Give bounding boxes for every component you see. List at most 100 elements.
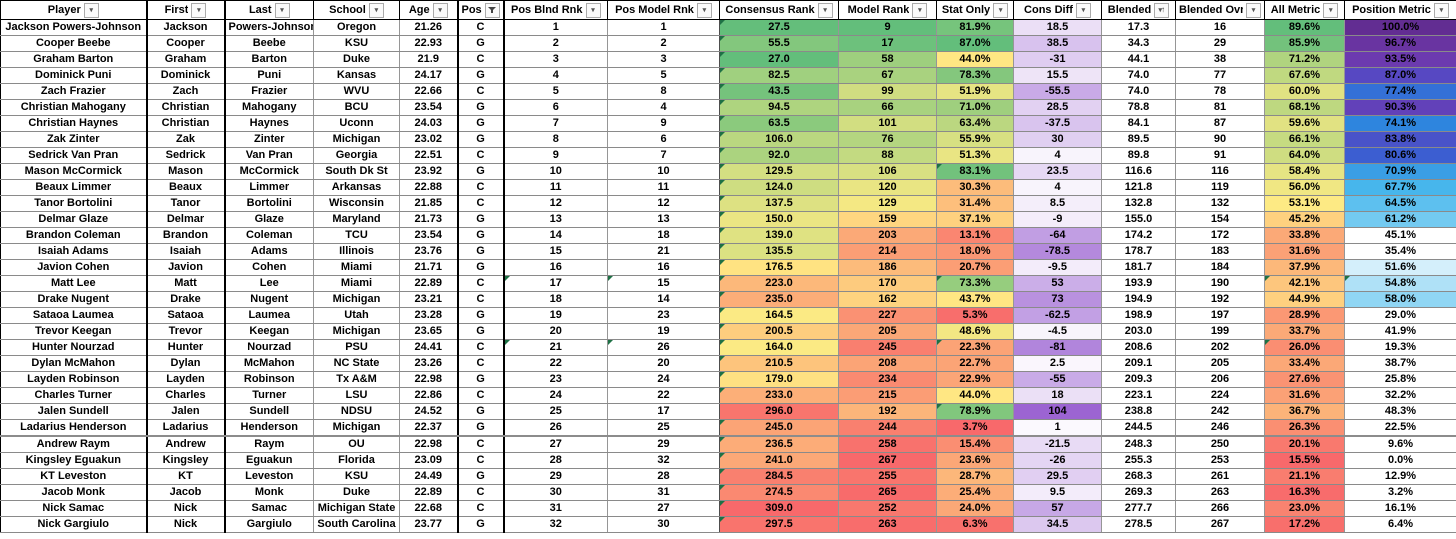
cell-pos[interactable]: G: [457, 323, 505, 340]
cell-school[interactable]: OU: [313, 436, 400, 453]
cell-pos_model_rnk[interactable]: 29: [607, 436, 720, 453]
cell-consensus_rank[interactable]: 82.5: [719, 67, 839, 84]
cell-pos[interactable]: G: [457, 211, 505, 228]
cell-position_metric[interactable]: 9.6%: [1344, 436, 1456, 453]
cell-age[interactable]: 23.28: [399, 307, 459, 324]
cell-consensus_rank[interactable]: 164.0: [719, 339, 839, 356]
cell-blended_ovr[interactable]: 253: [1175, 452, 1265, 469]
cell-pos[interactable]: C: [457, 275, 505, 292]
cell-first[interactable]: Delmar: [146, 211, 226, 228]
cell-blended_ovr[interactable]: 199: [1175, 323, 1265, 340]
cell-school[interactable]: Utah: [313, 307, 400, 324]
cell-stat_only[interactable]: 6.3%: [936, 516, 1014, 533]
cell-school[interactable]: Miami: [313, 275, 400, 292]
cell-all_metric[interactable]: 20.1%: [1264, 436, 1345, 453]
cell-age[interactable]: 23.21: [399, 291, 459, 308]
cell-school[interactable]: WVU: [313, 83, 400, 100]
cell-all_metric[interactable]: 85.9%: [1264, 35, 1345, 52]
cell-school[interactable]: TCU: [313, 227, 400, 244]
cell-age[interactable]: 23.54: [399, 227, 459, 244]
cell-blended[interactable]: 116.6: [1101, 163, 1176, 180]
cell-position_metric[interactable]: 19.3%: [1344, 339, 1456, 356]
cell-pos[interactable]: C: [457, 19, 505, 36]
cell-cons_diff[interactable]: 2.5: [1013, 355, 1102, 372]
cell-stat_only[interactable]: 55.9%: [936, 131, 1014, 148]
column-header-all_metric[interactable]: All Metric ▾: [1264, 0, 1345, 20]
cell-pos[interactable]: G: [457, 99, 505, 116]
cell-age[interactable]: 21.71: [399, 259, 459, 276]
cell-position_metric[interactable]: 87.0%: [1344, 67, 1456, 84]
cell-school[interactable]: KSU: [313, 35, 400, 52]
cell-blended[interactable]: 84.1: [1101, 115, 1176, 132]
cell-position_metric[interactable]: 41.9%: [1344, 323, 1456, 340]
cell-cons_diff[interactable]: 28.5: [1013, 99, 1102, 116]
cell-blended_ovr[interactable]: 206: [1175, 371, 1265, 388]
cell-first[interactable]: Nick: [146, 516, 226, 533]
cell-blended[interactable]: 278.5: [1101, 516, 1176, 533]
cell-player[interactable]: Mason McCormick: [0, 163, 148, 180]
cell-stat_only[interactable]: 83.1%: [936, 163, 1014, 180]
cell-blended[interactable]: 238.8: [1101, 403, 1176, 420]
cell-pos[interactable]: C: [457, 291, 505, 308]
cell-stat_only[interactable]: 22.3%: [936, 339, 1014, 356]
column-header-age[interactable]: Age ▾: [399, 0, 459, 20]
cell-stat_only[interactable]: 31.4%: [936, 195, 1014, 212]
cell-pos_model_rnk[interactable]: 19: [607, 323, 720, 340]
cell-player[interactable]: Dylan McMahon: [0, 355, 148, 372]
cell-first[interactable]: Hunter: [146, 339, 226, 356]
cell-cons_diff[interactable]: -55: [1013, 371, 1102, 388]
cell-school[interactable]: Tx A&M: [313, 371, 400, 388]
cell-blended[interactable]: 208.6: [1101, 339, 1176, 356]
cell-last[interactable]: Adams: [224, 243, 314, 260]
cell-blended_ovr[interactable]: 77: [1175, 67, 1265, 84]
cell-position_metric[interactable]: 12.9%: [1344, 468, 1456, 485]
cell-last[interactable]: Sundell: [224, 403, 314, 420]
cell-pos_blnd_rnk[interactable]: 5: [503, 83, 608, 100]
cell-pos_blnd_rnk[interactable]: 6: [503, 99, 608, 116]
cell-blended_ovr[interactable]: 87: [1175, 115, 1265, 132]
filter-button-age[interactable]: ▾: [432, 2, 448, 18]
cell-consensus_rank[interactable]: 297.5: [719, 516, 839, 533]
cell-model_rank[interactable]: 17: [838, 35, 937, 52]
cell-stat_only[interactable]: 71.0%: [936, 99, 1014, 116]
cell-cons_diff[interactable]: -37.5: [1013, 115, 1102, 132]
cell-pos_model_rnk[interactable]: 32: [607, 452, 720, 469]
cell-position_metric[interactable]: 74.1%: [1344, 115, 1456, 132]
cell-age[interactable]: 24.03: [399, 115, 459, 132]
cell-stat_only[interactable]: 25.4%: [936, 484, 1014, 501]
cell-blended[interactable]: 155.0: [1101, 211, 1176, 228]
cell-consensus_rank[interactable]: 233.0: [719, 387, 839, 404]
cell-consensus_rank[interactable]: 284.5: [719, 468, 839, 485]
cell-blended[interactable]: 181.7: [1101, 259, 1176, 276]
cell-first[interactable]: Sataoa: [146, 307, 226, 324]
cell-cons_diff[interactable]: -55.5: [1013, 83, 1102, 100]
cell-first[interactable]: Javion: [146, 259, 226, 276]
cell-blended[interactable]: 34.3: [1101, 35, 1176, 52]
cell-cons_diff[interactable]: -9: [1013, 211, 1102, 228]
cell-player[interactable]: Charles Turner: [0, 387, 148, 404]
cell-blended[interactable]: 203.0: [1101, 323, 1176, 340]
cell-last[interactable]: Haynes: [224, 115, 314, 132]
cell-pos_blnd_rnk[interactable]: 11: [503, 179, 608, 196]
cell-all_metric[interactable]: 23.0%: [1264, 500, 1345, 517]
cell-blended_ovr[interactable]: 224: [1175, 387, 1265, 404]
cell-cons_diff[interactable]: 9.5: [1013, 484, 1102, 501]
cell-first[interactable]: Zak: [146, 131, 226, 148]
cell-pos_model_rnk[interactable]: 18: [607, 227, 720, 244]
cell-stat_only[interactable]: 22.9%: [936, 371, 1014, 388]
cell-all_metric[interactable]: 56.0%: [1264, 179, 1345, 196]
cell-all_metric[interactable]: 15.5%: [1264, 452, 1345, 469]
cell-stat_only[interactable]: 15.4%: [936, 436, 1014, 453]
cell-consensus_rank[interactable]: 135.5: [719, 243, 839, 260]
cell-pos[interactable]: G: [457, 468, 505, 485]
cell-pos_blnd_rnk[interactable]: 21: [503, 339, 608, 356]
cell-cons_diff[interactable]: -9.5: [1013, 259, 1102, 276]
cell-all_metric[interactable]: 64.0%: [1264, 147, 1345, 164]
cell-position_metric[interactable]: 3.2%: [1344, 484, 1456, 501]
cell-position_metric[interactable]: 93.5%: [1344, 51, 1456, 68]
cell-pos_blnd_rnk[interactable]: 20: [503, 323, 608, 340]
cell-pos_model_rnk[interactable]: 5: [607, 67, 720, 84]
cell-school[interactable]: LSU: [313, 387, 400, 404]
cell-all_metric[interactable]: 68.1%: [1264, 99, 1345, 116]
cell-player[interactable]: Christian Haynes: [0, 115, 148, 132]
